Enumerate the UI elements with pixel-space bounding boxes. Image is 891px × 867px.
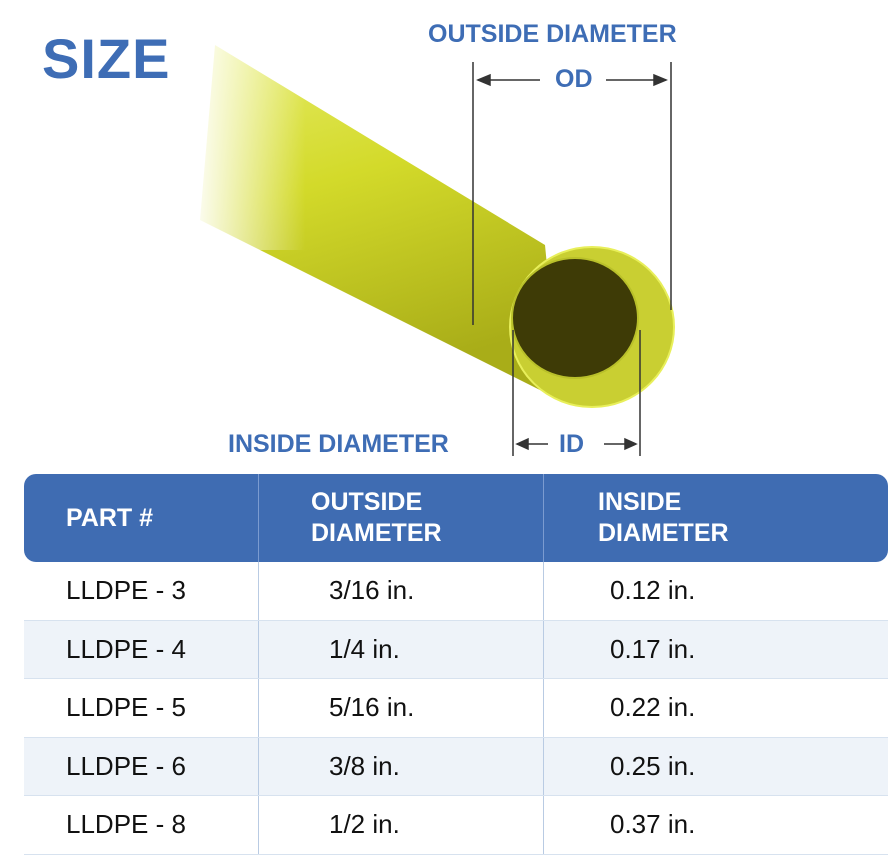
cell-part: LLDPE - 5	[66, 692, 186, 723]
table-body: LLDPE - 3 3/16 in. 0.12 in. LLDPE - 4 1/4 in…	[24, 562, 888, 855]
od-label: OD	[555, 65, 593, 93]
id-arrowhead-left	[515, 437, 529, 451]
cell-outside-diameter: 1/2 in.	[258, 796, 543, 854]
header-part: PART #	[24, 474, 258, 562]
cell-inside-diameter: 0.12 in.	[543, 562, 888, 620]
cell-part: LLDPE - 4	[66, 633, 186, 664]
table-row: LLDPE - 5 5/16 in. 0.22 in.	[24, 679, 888, 738]
id-arrowhead-right	[624, 437, 638, 451]
cell-inside-diameter: 0.22 in.	[543, 679, 888, 737]
table-row: LLDPE - 6 3/8 in. 0.25 in.	[24, 737, 888, 796]
header-id-line-1: INSIDE	[598, 488, 682, 516]
outside-diameter-label: OUTSIDE DIAMETER	[428, 20, 677, 48]
page-title: SIZE	[42, 27, 171, 90]
cell-inside-diameter: 0.17 in.	[543, 620, 888, 678]
cell-part: LLDPE - 6	[66, 750, 186, 781]
header-outside-diameter: OUTSIDE DIAMETER	[258, 474, 543, 562]
size-table: PART # OUTSIDE DIAMETER INSIDE DIAMETER LL…	[24, 474, 888, 855]
header-inside-diameter: INSIDE DIAMETER	[543, 474, 888, 562]
table-row: LLDPE - 3 3/16 in. 0.12 in.	[24, 562, 888, 621]
header-od-line-2: DIAMETER	[311, 519, 442, 547]
header-od-line-1: OUTSIDE	[311, 488, 423, 516]
id-label: ID	[559, 430, 584, 458]
header-part-text: PART #	[66, 503, 154, 532]
od-arrowhead-left	[476, 73, 491, 87]
table-row: LLDPE - 4 1/4 in. 0.17 in.	[24, 620, 888, 679]
cell-inside-diameter: 0.25 in.	[543, 737, 888, 795]
header-id-text: INSIDE DIAMETER	[598, 487, 729, 549]
tube-illustration	[190, 30, 675, 456]
cell-part: LLDPE - 3	[66, 575, 186, 606]
table-row: LLDPE - 8 1/2 in. 0.37 in.	[24, 796, 888, 855]
cell-outside-diameter: 5/16 in.	[258, 679, 543, 737]
cell-outside-diameter: 3/8 in.	[258, 737, 543, 795]
table-header: PART # OUTSIDE DIAMETER INSIDE DIAMETER	[24, 474, 888, 562]
cell-outside-diameter: 1/4 in.	[258, 620, 543, 678]
header-od-text: OUTSIDE DIAMETER	[311, 487, 442, 549]
tube-end-inner	[511, 257, 639, 379]
cell-part: LLDPE - 8	[66, 809, 186, 840]
header-id-line-2: DIAMETER	[598, 519, 729, 547]
od-arrowhead-right	[653, 73, 668, 87]
tube-fade	[190, 30, 520, 250]
inside-diameter-label: INSIDE DIAMETER	[228, 430, 449, 458]
cell-outside-diameter: 3/16 in.	[258, 562, 543, 620]
cell-inside-diameter: 0.37 in.	[543, 796, 888, 854]
